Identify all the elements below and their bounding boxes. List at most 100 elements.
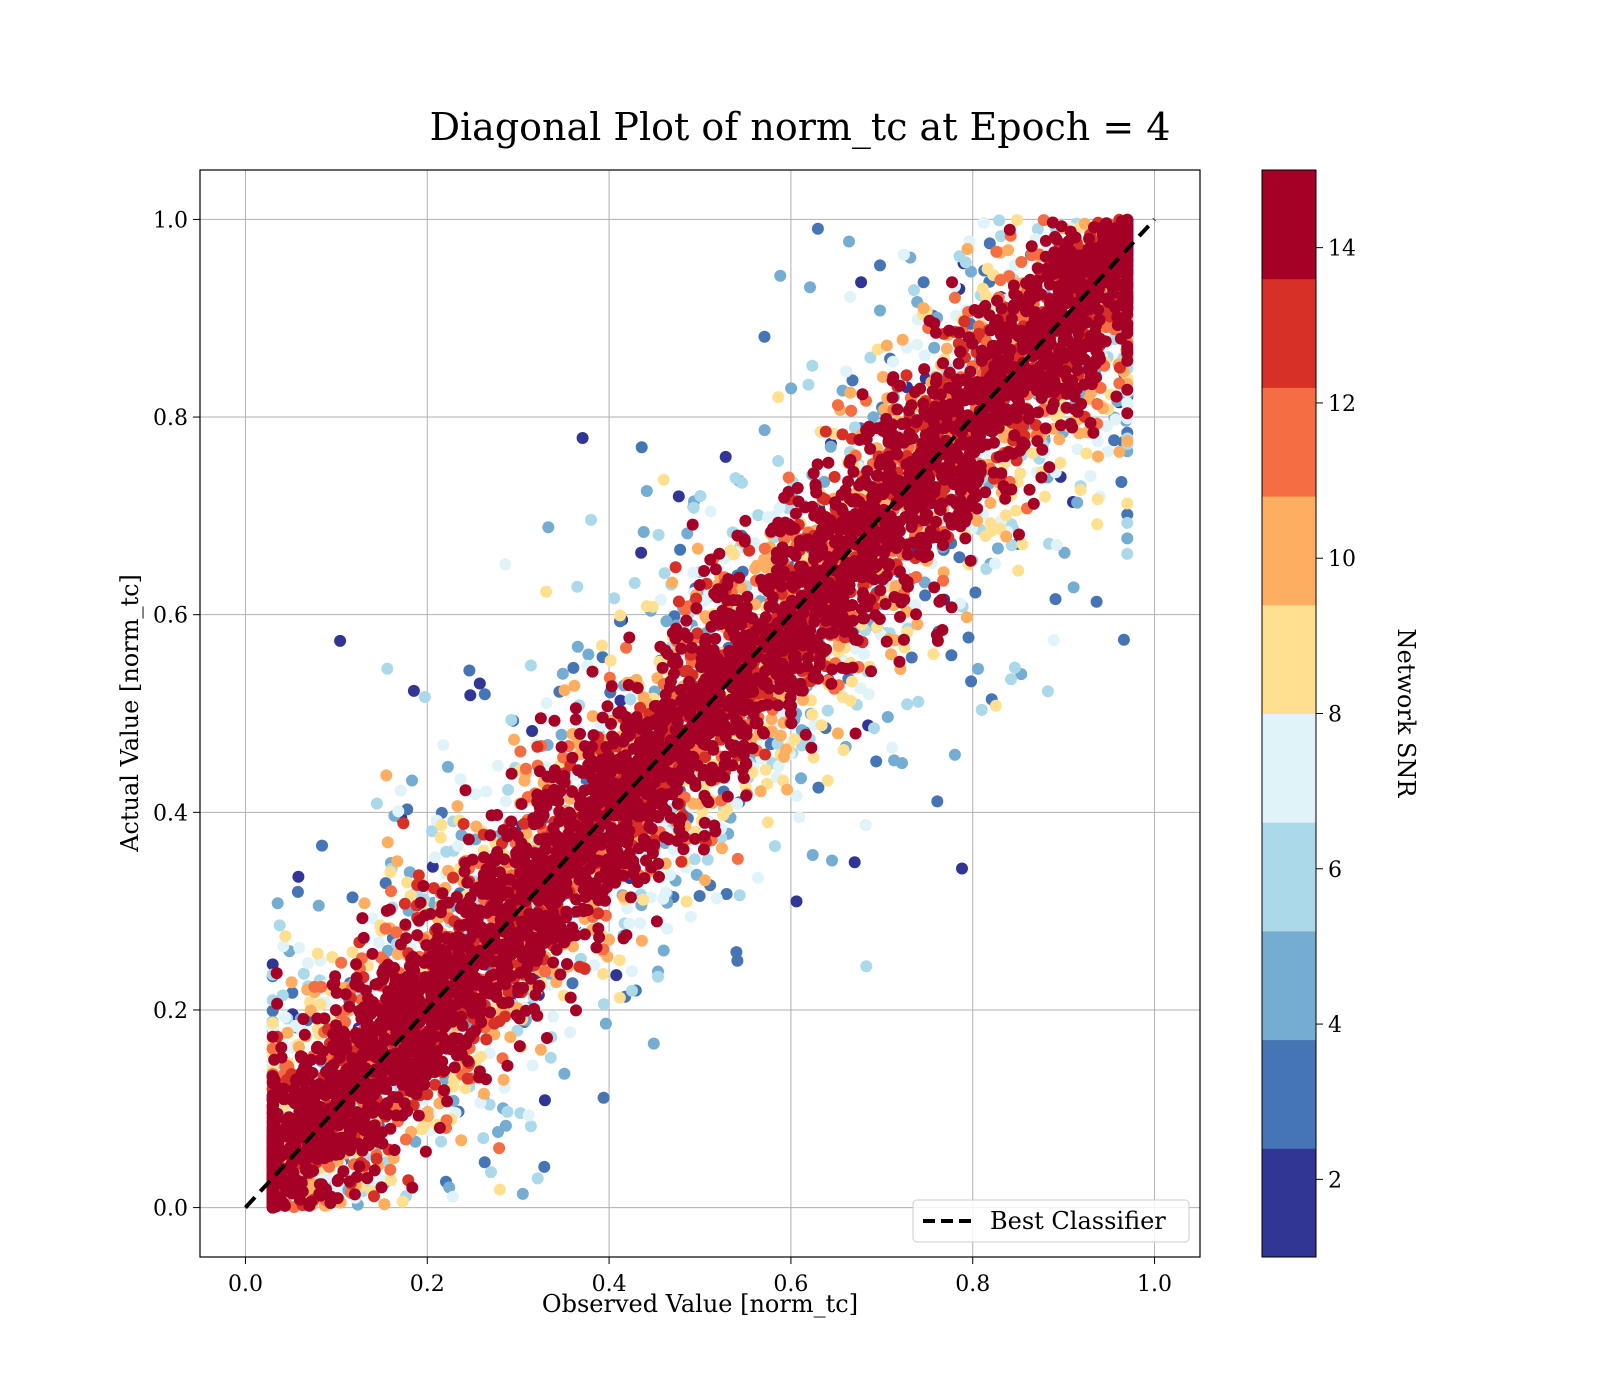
scatter-point — [391, 855, 404, 868]
scatter-point — [1101, 445, 1114, 458]
scatter-point — [758, 330, 771, 343]
scatter-point — [911, 618, 924, 631]
scatter-point — [897, 248, 910, 261]
scatter-point — [297, 967, 310, 980]
scatter-point — [277, 940, 290, 953]
scatter-point — [693, 890, 706, 902]
scatter-point — [398, 897, 411, 910]
scatter-point — [508, 733, 520, 746]
scatter-point — [624, 693, 637, 706]
scatter-point — [385, 1174, 397, 1186]
scatter-point — [414, 896, 427, 909]
scatter-point — [660, 615, 673, 628]
scatter-point — [659, 886, 672, 899]
scatter-point — [704, 505, 717, 518]
scatter-point — [870, 755, 883, 768]
scatter-point — [788, 733, 801, 746]
scatter-point — [411, 929, 424, 942]
scatter-point — [1117, 633, 1130, 646]
scatter-point — [948, 291, 961, 304]
scatter-point — [772, 455, 785, 467]
scatter-point — [928, 341, 941, 354]
scatter-point — [637, 526, 650, 538]
scatter-point — [806, 708, 819, 721]
scatter-point — [582, 648, 595, 661]
scatter-point — [499, 795, 512, 808]
scatter-point — [782, 471, 795, 484]
scatter-point — [610, 969, 623, 982]
scatter-point — [547, 1010, 559, 1023]
scatter-point — [625, 965, 638, 978]
scatter-point — [1058, 546, 1071, 559]
scatter-point — [558, 1067, 571, 1080]
scatter-point — [831, 399, 844, 412]
scatter-point — [999, 509, 1012, 522]
scatter-point — [940, 342, 953, 355]
scatter-point — [292, 870, 305, 883]
scatter-point — [881, 711, 894, 723]
scatter-point — [526, 1059, 539, 1072]
scatter-point — [937, 574, 950, 587]
scatter-point — [716, 842, 728, 855]
scatter-point — [1078, 217, 1091, 230]
scatter-point — [746, 766, 759, 779]
scatter-point — [480, 785, 493, 798]
scatter-point — [1054, 456, 1067, 469]
scatter-point — [860, 960, 873, 973]
scatter-point — [836, 428, 849, 441]
scatter-point — [672, 490, 685, 503]
scatter-point — [854, 682, 867, 695]
scatter-point — [977, 216, 990, 229]
scatter-point — [613, 954, 626, 967]
scatter-point — [470, 820, 483, 833]
scatter-point — [956, 862, 968, 875]
scatter-point — [540, 585, 553, 598]
scatter-point — [984, 497, 997, 509]
scatter-point — [687, 566, 700, 579]
scatter-point — [447, 871, 460, 884]
scatter-point — [989, 699, 1002, 712]
scatter-point — [597, 998, 610, 1011]
scatter-point — [397, 817, 410, 830]
scatter-point — [885, 648, 897, 661]
scatter-point — [874, 259, 886, 272]
scatter-point — [316, 839, 328, 852]
scatter-point — [871, 343, 884, 356]
scatter-point — [917, 302, 930, 315]
scatter-point — [429, 1078, 441, 1091]
scatter-point — [909, 599, 922, 612]
scatter-point — [634, 701, 647, 714]
scatter-point — [1091, 398, 1104, 410]
scatter-point — [657, 473, 670, 486]
scatter-point — [844, 290, 857, 303]
scatter-point — [384, 1163, 397, 1176]
scatter-point — [1016, 538, 1029, 551]
scatter-point — [731, 798, 744, 810]
scatter-point — [379, 922, 392, 935]
scatter-point — [719, 450, 732, 463]
scatter-point — [473, 677, 486, 690]
scatter-point — [733, 889, 746, 902]
scatter-point — [864, 351, 877, 364]
scatter-point — [802, 378, 815, 391]
scatter-point — [710, 892, 723, 905]
scatter-point — [451, 800, 464, 813]
scatter-point — [571, 580, 584, 593]
scatter-point — [908, 284, 920, 297]
scatter-point — [292, 1041, 305, 1054]
scatter-point — [679, 604, 692, 617]
scatter-point — [859, 819, 872, 832]
scatter-point — [948, 748, 961, 761]
scatter-point — [285, 976, 298, 989]
scatter-point — [953, 551, 966, 564]
scatter-point — [406, 774, 418, 787]
scatter-point — [797, 693, 809, 706]
scatter-point — [896, 333, 909, 346]
scatter-point — [425, 825, 438, 838]
scatter-point — [571, 640, 584, 653]
scatter-point — [544, 1051, 557, 1064]
scatter-point — [793, 811, 806, 824]
scatter-point — [477, 1132, 490, 1145]
scatter-point — [637, 893, 650, 906]
scatter-point — [435, 819, 448, 832]
